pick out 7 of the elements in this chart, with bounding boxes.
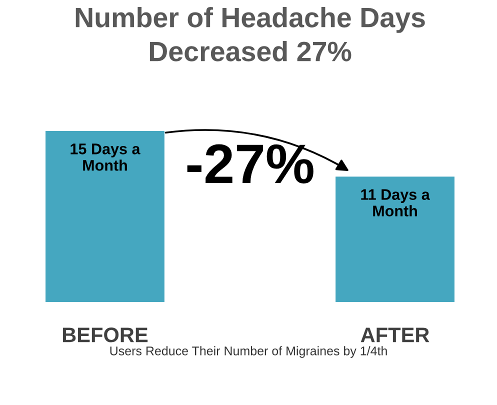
x-tick-label: AFTER	[360, 328, 430, 342]
chart-title: Number of Headache Days Decreased 27%	[76, 7, 425, 62]
data-label: 15 Days a Month	[70, 144, 140, 171]
x-tick-label: BEFORE	[62, 328, 148, 342]
annotation: -27%	[187, 144, 314, 184]
text: Users Reduce Their Number of Migraines by 1/4th	[110, 346, 387, 358]
data-label: 11 Days a Month	[361, 189, 430, 216]
